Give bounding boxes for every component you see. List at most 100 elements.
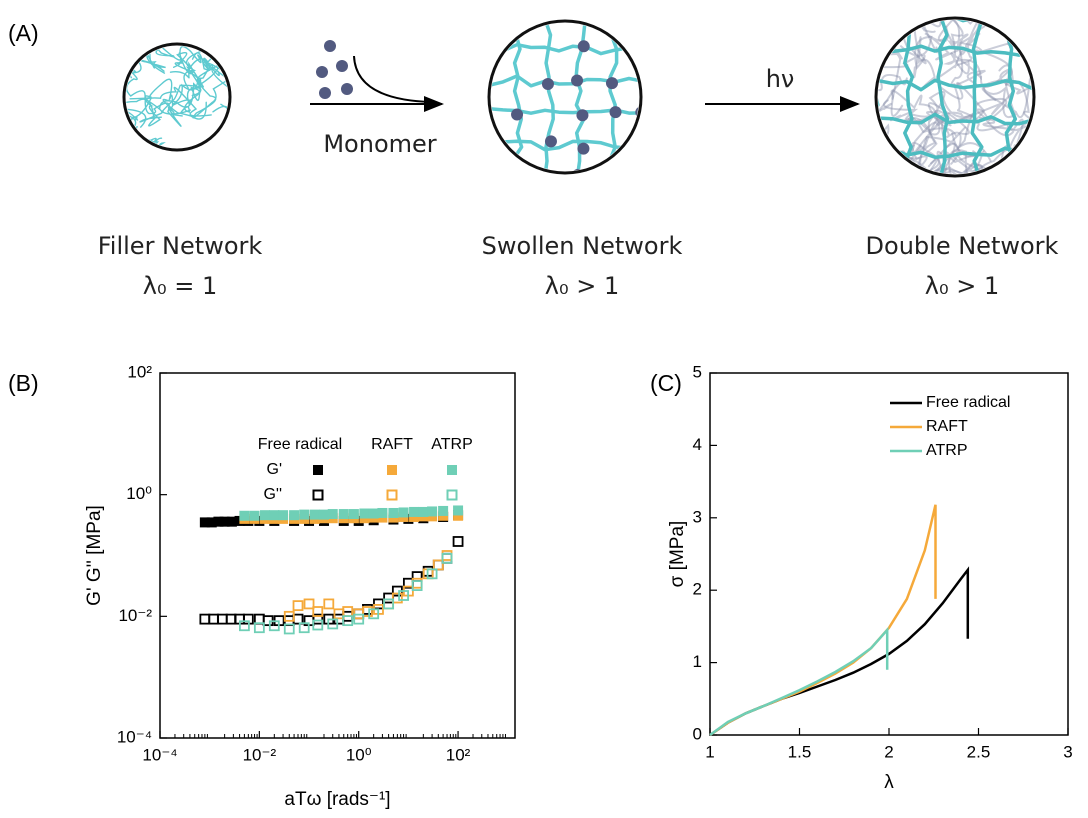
loss-point: [362, 606, 373, 617]
loss-point: [292, 600, 304, 612]
storage-point: [418, 506, 429, 517]
x-axis-label: λ: [884, 772, 894, 793]
storage-point: [278, 510, 289, 521]
loss-point: [383, 592, 395, 604]
strand: [890, 89, 941, 136]
network-circle: [122, 42, 232, 152]
strand: [1006, 146, 1032, 174]
y-tick-label: 1: [693, 652, 702, 671]
loss-point: [208, 613, 220, 625]
loss-point: [312, 613, 324, 625]
loss-point: [411, 580, 423, 592]
strand: [905, 90, 946, 174]
loss-point: [283, 623, 295, 635]
legend-label: Free radical: [926, 394, 1010, 411]
strand: [174, 46, 212, 75]
monomer-icon: [316, 40, 433, 103]
monomer: [571, 74, 584, 87]
strand: [1005, 80, 1032, 153]
loss-point: [411, 571, 423, 582]
legend-marker: [387, 465, 397, 475]
storage-point: [318, 509, 329, 520]
storage-point: [213, 516, 224, 527]
x-tick-label: 1.5: [788, 742, 812, 761]
storage-point: [409, 511, 420, 522]
storage-point: [299, 509, 310, 520]
loss-point: [441, 552, 453, 564]
strand: [878, 48, 908, 92]
strand: [510, 23, 524, 171]
loss-point: [312, 619, 324, 631]
strand: [543, 23, 555, 171]
step-name: Double Network: [866, 232, 1059, 260]
strand: [126, 46, 142, 74]
loss-point: [383, 598, 395, 610]
step-ratio: λ₀ = 1: [143, 272, 217, 300]
monomer: [577, 142, 590, 155]
loss-point: [292, 613, 304, 625]
double-network: [878, 20, 1032, 174]
loss-point: [323, 598, 335, 610]
strand: [913, 36, 973, 88]
storage-point: [219, 516, 230, 527]
storage-point: [206, 517, 217, 528]
strand: [161, 84, 202, 117]
swollen-network: [491, 23, 639, 171]
x-tick-label: 3: [1063, 742, 1072, 761]
legend-label: RAFT: [926, 418, 968, 435]
storage-point: [388, 507, 399, 518]
legend-label: RAFT: [371, 436, 413, 453]
monomer: [544, 135, 557, 148]
loss-point: [373, 598, 384, 610]
monomer: [511, 108, 524, 121]
y-tick-label: 10⁻⁴: [117, 727, 152, 746]
strand: [918, 20, 1001, 54]
y-tick-label: 5: [693, 362, 702, 381]
loss-point: [441, 552, 453, 564]
loss-point: [303, 598, 315, 610]
strand: [139, 137, 166, 148]
loss-point: [239, 620, 250, 632]
loss-point: [312, 606, 324, 617]
loss-point: [253, 622, 265, 634]
strand: [936, 20, 950, 174]
loss-point: [199, 613, 211, 625]
storage-point: [427, 506, 438, 517]
storage-point: [309, 509, 320, 520]
legend-marker: [446, 489, 458, 501]
loss-point: [216, 613, 228, 625]
legend-marker: [447, 465, 457, 475]
step-name: Swollen Network: [482, 232, 683, 260]
loss-point: [368, 608, 380, 620]
y-axis-label: σ [MPa]: [667, 521, 688, 588]
series-line: [709, 504, 937, 737]
strand: [129, 95, 182, 127]
y-tick-label: 2: [693, 580, 702, 599]
storage-point: [438, 505, 449, 516]
strand: [878, 79, 912, 166]
storage-point: [409, 506, 420, 517]
x-tick-label: 10⁻⁴: [142, 745, 177, 764]
loss-point: [298, 622, 310, 634]
strand: [878, 20, 909, 100]
storage-point: [327, 509, 338, 520]
strand: [170, 58, 220, 115]
storage-point: [338, 509, 349, 520]
strand: [948, 149, 999, 174]
loss-point: [327, 618, 339, 630]
y-tick-label: 10⁻²: [118, 606, 152, 625]
filler-network: [126, 46, 228, 148]
loss-point: [268, 620, 280, 632]
legend-marker: [313, 465, 323, 475]
step-ratio: λ₀ > 1: [545, 272, 619, 300]
x-tick-label: 1: [705, 742, 714, 761]
x-tick-label: 10⁻²: [243, 745, 277, 764]
storage-point: [239, 510, 250, 521]
loss-point: [253, 613, 265, 625]
monomer: [541, 78, 554, 91]
storage-point: [453, 510, 464, 521]
strand: [491, 139, 639, 152]
storage-point: [348, 509, 359, 520]
strand: [970, 20, 984, 174]
legend-marker: [312, 489, 324, 501]
